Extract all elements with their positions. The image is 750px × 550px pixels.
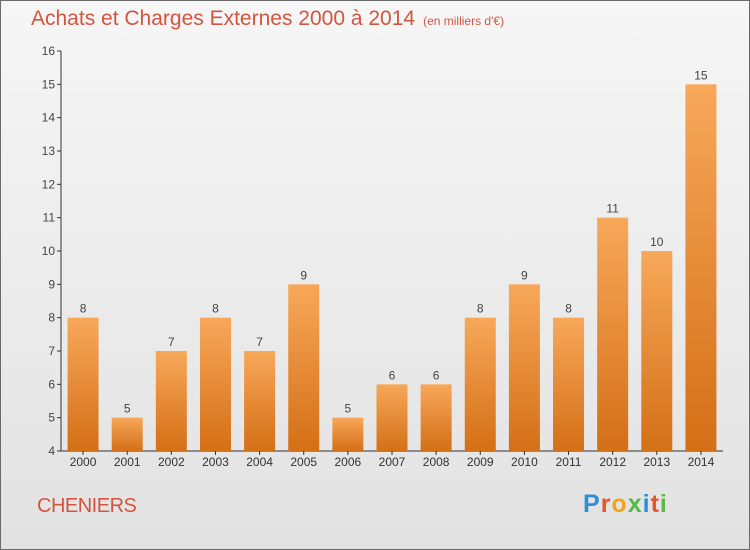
chart-title-text: Achats et Charges Externes 2000 à 2014 — [31, 7, 416, 30]
chart-subtitle: (en milliers d'€) — [423, 14, 505, 28]
data-label: 9 — [300, 268, 307, 282]
bar-2009 — [464, 317, 496, 451]
x-tick-label: 2002 — [158, 455, 185, 469]
x-tick-label: 2010 — [511, 455, 538, 469]
logo-letter: i — [659, 490, 668, 518]
bar-2014 — [685, 84, 717, 451]
bar-2008 — [420, 384, 452, 451]
y-tick-label: 5 — [48, 411, 55, 425]
x-tick-label: 2008 — [423, 455, 450, 469]
chart-title: Achats et Charges Externes 2000 à 2014 (e… — [31, 7, 504, 31]
x-tick-label: 2001 — [114, 455, 141, 469]
data-label: 9 — [521, 268, 528, 282]
y-tick-label: 12 — [42, 177, 56, 191]
y-tick-label: 10 — [42, 244, 56, 258]
bar-2010 — [508, 284, 540, 451]
bar-2005 — [288, 284, 320, 451]
bar-2002 — [155, 351, 187, 451]
x-tick-label: 2004 — [246, 455, 273, 469]
bar-2003 — [199, 317, 231, 451]
x-tick-label: 2003 — [202, 455, 229, 469]
logo-letter: o — [611, 490, 628, 518]
logo-letter: t — [650, 490, 660, 518]
y-tick-label: 4 — [48, 444, 55, 458]
bar-2011 — [553, 317, 585, 451]
logo-letter: P — [583, 490, 601, 518]
y-tick-label: 13 — [42, 144, 56, 158]
x-tick-label: 2007 — [379, 455, 406, 469]
x-tick-label: 2005 — [290, 455, 317, 469]
y-tick-label: 15 — [42, 77, 56, 91]
bar-2004 — [244, 351, 276, 451]
data-label: 5 — [345, 402, 352, 416]
data-label: 7 — [256, 335, 263, 349]
data-label: 11 — [606, 202, 619, 216]
data-label: 15 — [694, 68, 708, 82]
bar-2013 — [641, 251, 673, 451]
y-tick-label: 16 — [42, 44, 56, 58]
bar-2000 — [67, 317, 99, 451]
data-label: 8 — [565, 302, 572, 316]
x-tick-label: 2012 — [599, 455, 626, 469]
data-label: 8 — [80, 302, 87, 316]
x-tick-label: 2009 — [467, 455, 494, 469]
x-tick-label: 2011 — [556, 455, 582, 469]
y-tick-label: 6 — [48, 377, 55, 391]
bar-2001 — [111, 417, 143, 451]
plot-area: 4 5 6 7 8 9 10 11 12 13 14 15 16 8 2000 5 2001 7 2002 8 2003… — [42, 44, 723, 469]
y-tick-label: 9 — [48, 277, 55, 291]
y-tick-label: 14 — [42, 111, 56, 125]
x-tick-label: 2006 — [335, 455, 362, 469]
data-label: 8 — [477, 302, 484, 316]
data-label: 7 — [168, 335, 175, 349]
commune-name: CHENIERS — [37, 495, 137, 517]
bar-2012 — [597, 217, 629, 451]
data-label: 6 — [433, 368, 440, 382]
logo-letter: i — [642, 490, 651, 518]
x-tick-label: 2013 — [643, 455, 670, 469]
logo-letter: r — [600, 490, 612, 518]
y-tick-label: 7 — [48, 344, 55, 358]
logo-letter: x — [627, 490, 643, 518]
y-tick-label: 8 — [48, 311, 55, 325]
data-label: 6 — [389, 368, 396, 382]
data-label: 8 — [212, 302, 219, 316]
bar-2007 — [376, 384, 408, 451]
x-tick-label: 2000 — [70, 455, 97, 469]
proxiti-logo: Proxiti — [583, 490, 668, 519]
data-label: 5 — [124, 402, 131, 416]
y-tick-label: 11 — [43, 211, 56, 225]
x-tick-label: 2014 — [688, 455, 715, 469]
bar-2006 — [332, 417, 364, 451]
data-label: 10 — [650, 235, 664, 249]
